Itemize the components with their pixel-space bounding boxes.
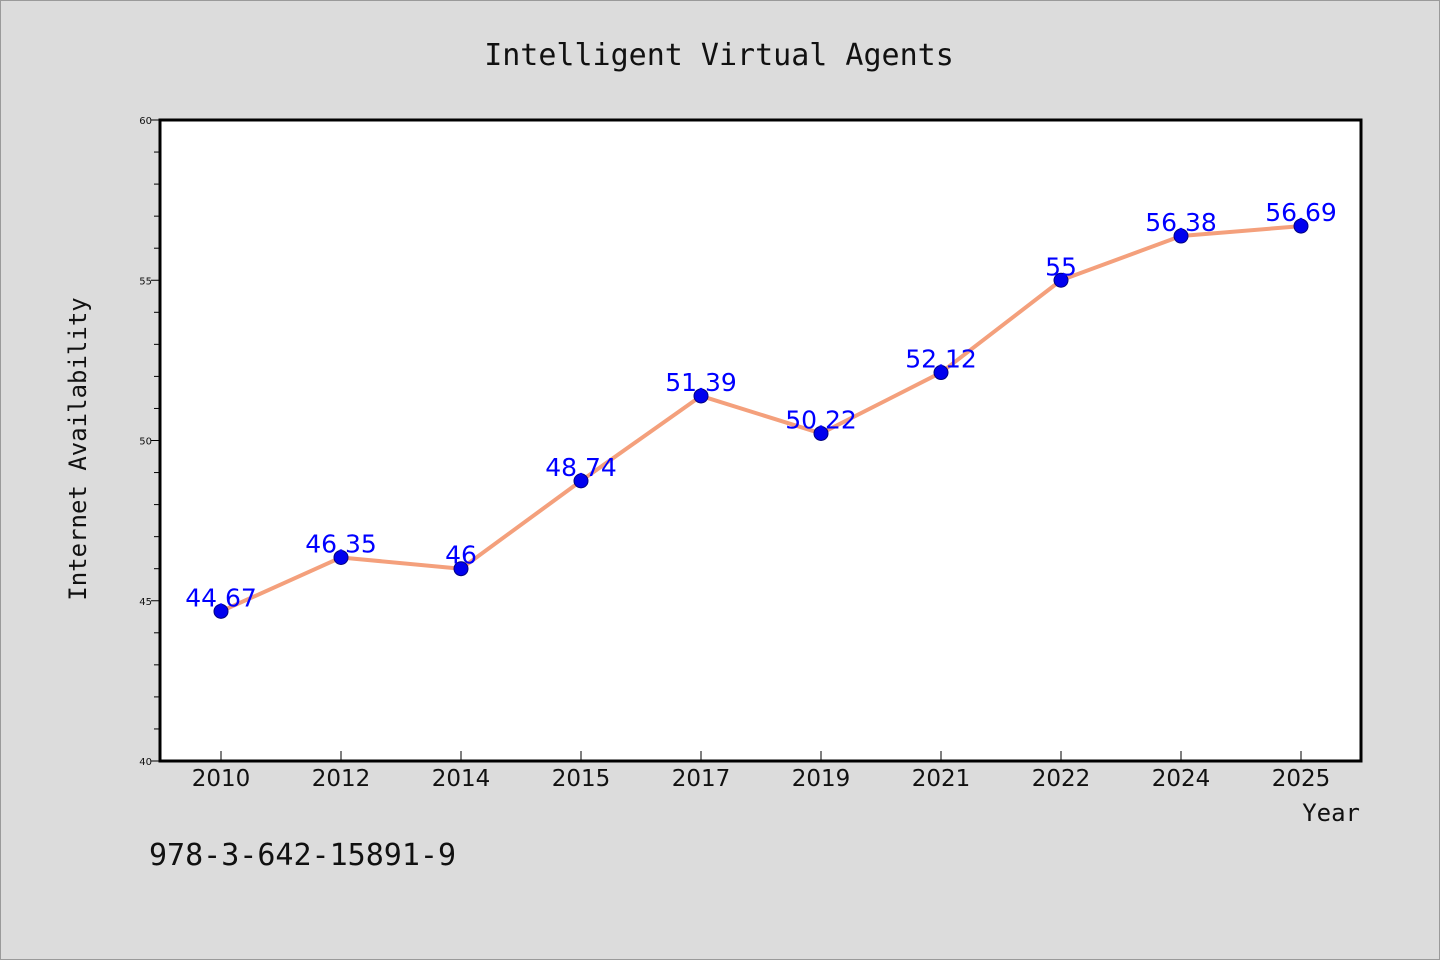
data-label: 51.39 [665,368,737,397]
x-axis-label: Year [1302,799,1360,827]
footnote-text: 978-3-642-15891-9 [149,838,456,873]
x-tick-label: 2014 [432,766,491,792]
data-label: 50.22 [785,405,857,434]
x-tick-label: 2019 [792,766,851,792]
y-axis: 40 45 50 55 60 [139,116,160,768]
y-tick-label: 55 [139,276,152,287]
data-label: 46.35 [305,529,377,558]
data-point-marker [333,549,349,565]
data-label: 56.69 [1265,198,1337,227]
series-group: 44.67 46.35 46 48.74 51.39 50.22 52.12 55 56.38 5… [185,198,1337,619]
x-tick-label: 2012 [312,766,371,792]
data-label: 48.74 [545,453,617,482]
data-point-marker [1293,218,1309,234]
data-point-marker [1053,272,1069,288]
y-tick-label: 40 [139,757,152,768]
data-label: 52.12 [905,345,977,374]
data-label: 55 [1045,252,1077,281]
x-tick-label: 2024 [1152,766,1211,792]
data-point-marker [693,388,709,404]
plot-area [158,118,1363,763]
y-axis-label: Internet Availability [64,297,92,600]
x-tick-label: 2015 [552,766,611,792]
y-tick-label: 45 [139,597,152,608]
x-tick-label: 2017 [672,766,731,792]
data-label: 56.38 [1145,208,1217,237]
data-point-marker [573,473,589,489]
data-label: 46 [445,541,477,570]
data-point-marker [453,561,469,577]
x-tick-label: 2025 [1272,766,1331,792]
y-tick-label: 50 [139,437,152,448]
chart-title: Intelligent Virtual Agents [484,38,954,73]
data-point-marker [813,425,829,441]
x-tick-label: 2022 [1032,766,1091,792]
y-tick-label: 60 [139,116,152,127]
series-line [220,224,1302,614]
data-label: 44.67 [185,583,257,612]
data-point-marker [933,365,949,381]
data-point-marker [213,603,229,619]
x-tick-label: 2021 [912,766,971,792]
x-axis: 2010 2012 2014 2015 2017 2019 2021 2022 2024 2025 [192,751,1331,792]
data-point-marker [1173,228,1189,244]
x-tick-label: 2010 [192,766,251,792]
